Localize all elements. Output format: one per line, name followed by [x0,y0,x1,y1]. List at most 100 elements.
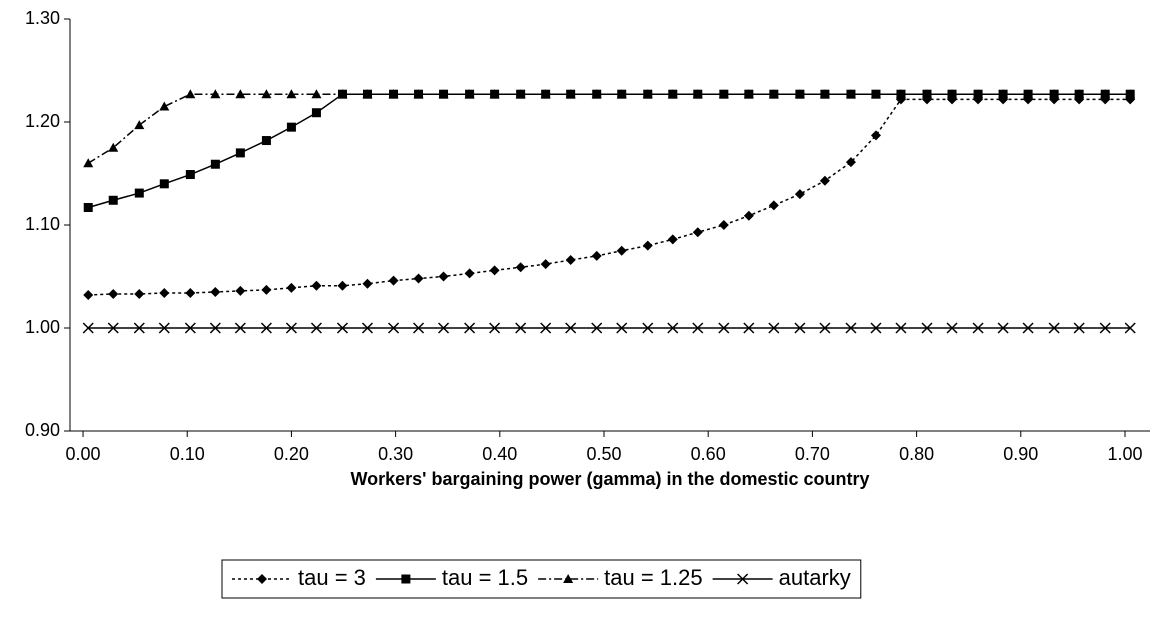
marker [895,322,907,334]
marker [1048,322,1060,334]
x-tick-label: 0.20 [274,444,309,464]
marker [311,108,321,118]
y-tick-label: 1.20 [25,111,60,131]
marker [184,322,196,334]
marker [947,89,958,99]
marker [438,271,449,282]
marker [921,322,933,334]
marker [642,240,653,251]
legend-label: tau = 3 [298,565,366,590]
marker [1125,89,1136,99]
marker [413,322,425,334]
legend-box [221,559,862,599]
marker [83,158,94,168]
marker [997,322,1009,334]
marker [286,122,296,132]
marker [845,322,857,334]
legend-label: tau = 1.25 [604,565,702,590]
marker [210,89,221,99]
marker [563,574,574,583]
x-tick-label: 1.00 [1107,444,1142,464]
marker [998,89,1009,99]
marker [158,322,170,334]
marker [692,89,703,99]
marker [133,322,145,334]
marker [286,282,297,293]
series-line [88,98,1131,296]
marker [185,89,196,99]
marker [159,179,169,189]
marker [82,322,94,334]
marker [819,322,831,334]
marker [210,159,220,169]
marker [388,322,400,334]
marker [515,262,526,273]
marker [794,322,806,334]
marker [616,89,627,99]
marker [260,322,272,334]
legend-label: autarky [779,565,851,590]
marker [286,89,297,99]
marker [388,89,399,99]
marker [565,255,576,266]
marker [743,210,754,221]
marker [642,322,654,334]
marker [337,89,348,99]
marker [870,89,881,99]
marker [972,322,984,334]
marker [870,322,882,334]
marker [591,89,602,99]
marker [464,268,475,279]
marker [489,89,500,99]
legend-label: tau = 1.5 [442,565,528,590]
marker [768,200,779,211]
marker [134,120,145,130]
marker [362,89,373,99]
marker [388,275,399,286]
marker [489,322,501,334]
marker [413,273,424,284]
marker [819,89,830,99]
marker [794,89,805,99]
series-line [87,93,1131,164]
marker [946,322,958,334]
marker [235,285,246,296]
marker [159,287,170,298]
marker [768,89,779,99]
x-axis-label: Workers' bargaining power (gamma) in the… [350,469,869,489]
marker [401,574,411,584]
marker [438,89,449,99]
marker [261,284,272,295]
marker [311,89,322,99]
y-tick-label: 1.10 [25,214,60,234]
marker [1100,89,1111,99]
marker [540,322,552,334]
marker [108,142,119,152]
x-tick-label: 0.00 [66,444,101,464]
marker [1049,89,1060,99]
marker [464,322,476,334]
marker [737,573,749,585]
marker [718,89,729,99]
marker [565,89,576,99]
marker [235,148,245,158]
marker [234,322,246,334]
marker [108,195,118,205]
x-tick-label: 0.80 [899,444,934,464]
marker [870,130,881,141]
marker [310,322,322,334]
marker [895,89,906,99]
marker [718,220,729,230]
marker [107,322,119,334]
legend: tau = 3 tau = 1.5 tau = 1.25 autarky [221,559,862,599]
marker [819,175,830,186]
x-tick-label: 0.50 [586,444,621,464]
marker [337,280,348,291]
marker [667,89,678,99]
marker [515,89,526,99]
marker [311,280,322,291]
marker [768,322,780,334]
marker [743,89,754,99]
marker [540,89,551,99]
marker [667,234,678,245]
